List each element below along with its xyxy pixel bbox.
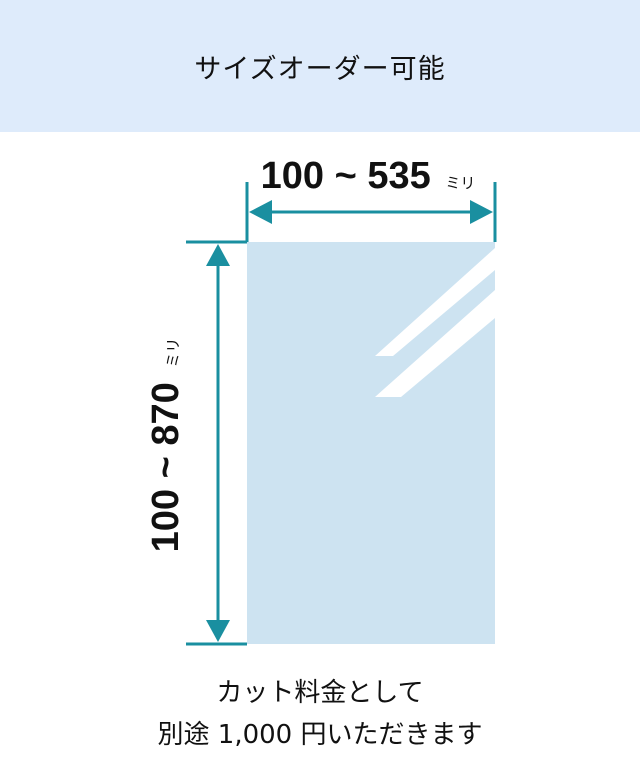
width-range: 100 ~ 535 (261, 155, 431, 197)
width-dimension-lines (186, 182, 497, 646)
height-unit: ミリ (165, 338, 182, 368)
header-banner: サイズオーダー可能 (0, 0, 640, 132)
cut-fee-line1: カット料金として (216, 678, 424, 708)
height-range: 100 ~ 870 (145, 382, 187, 552)
cut-fee-line2: 別途 1,000 円いただきます (157, 720, 483, 750)
arrow-up-icon (206, 244, 230, 266)
arrow-right-icon (470, 200, 493, 224)
header-title: サイズオーダー可能 (194, 53, 446, 85)
reflection-stripe (375, 248, 495, 356)
svg-text:100 ~ 870 ミリ: 100 ~ 870 ミリ (145, 338, 187, 553)
glass-panel (247, 242, 495, 644)
arrow-left-icon (249, 200, 272, 224)
reflection-stripe (375, 290, 495, 397)
arrow-down-icon (206, 620, 230, 642)
width-unit: ミリ (445, 175, 475, 192)
svg-text:100 ~ 535 ミリ: 100 ~ 535 ミリ (261, 155, 476, 197)
